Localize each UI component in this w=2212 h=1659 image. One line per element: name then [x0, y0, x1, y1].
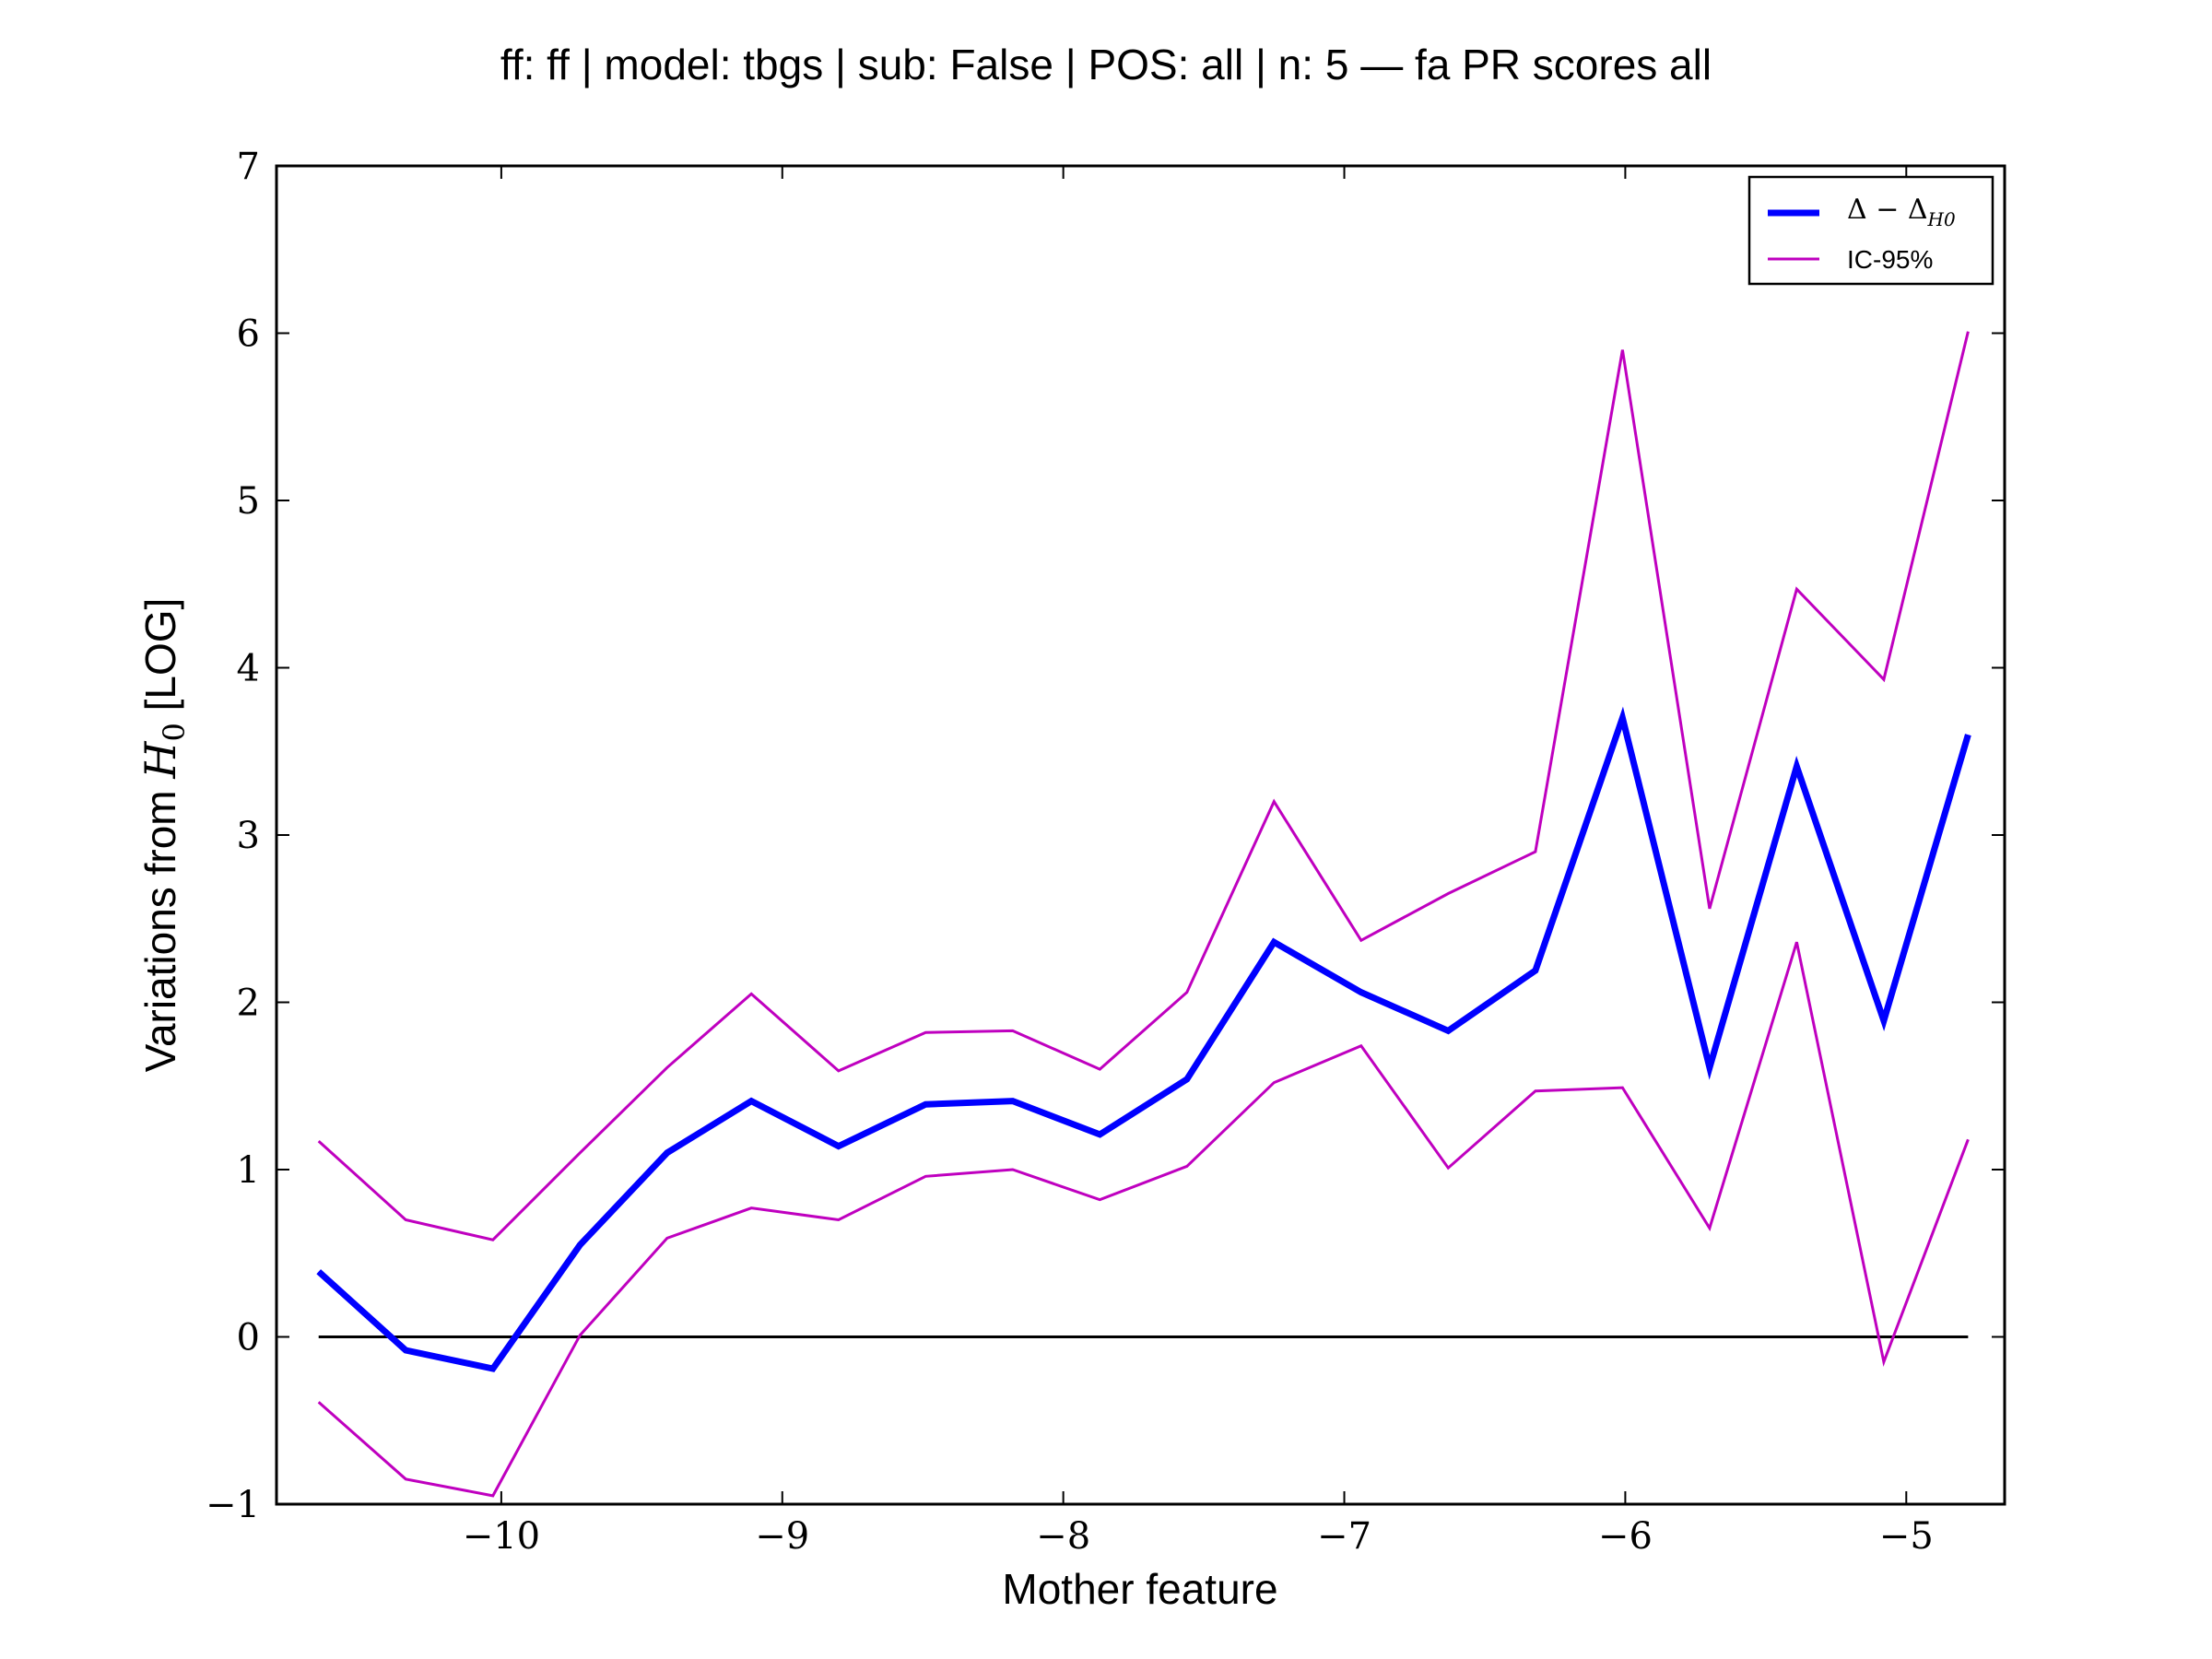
y-tick-label: 7	[237, 146, 260, 188]
y-axis-label-suffix: [LOG]	[136, 598, 184, 723]
y-tick-label: 6	[237, 313, 260, 356]
y-axis-label-subscript: 0	[157, 723, 192, 741]
y-axis-label: Variations from H0 [LOG]	[135, 598, 192, 1073]
series-line-ci-lower	[317, 941, 1970, 1498]
y-tick-label: 4	[237, 648, 260, 690]
series-line-mean	[316, 706, 1971, 1372]
x-axis-label: Mother feature	[1002, 1565, 1277, 1613]
legend-label-ci: IC-95%	[1847, 245, 1933, 274]
legend-label-mean: Δ − ΔH0	[1847, 194, 1956, 230]
y-axis-label-prefix: Variations from	[136, 779, 184, 1073]
y-tick-label: 0	[237, 1317, 260, 1359]
chart-title: ff: ff | model: tbgs | sub: False | POS:…	[500, 41, 1712, 88]
x-tick-label: −10	[463, 1515, 540, 1558]
y-tick-label: −1	[206, 1484, 260, 1526]
y-tick-label: 1	[237, 1149, 260, 1192]
y-tick-label: 5	[237, 480, 260, 523]
x-tick-label: −8	[1036, 1515, 1090, 1558]
x-tick-label: −5	[1879, 1515, 1934, 1558]
y-tick-label: 2	[237, 982, 260, 1025]
legend-label-mean-subscript: H0	[1927, 208, 1956, 230]
x-tick-label: −7	[1317, 1515, 1371, 1558]
y-tick-label: 3	[237, 815, 260, 857]
legend-label-mean-main: Δ − Δ	[1847, 194, 1928, 226]
series-line-ci-upper	[317, 331, 1970, 1241]
legend-box	[1747, 175, 1994, 286]
x-tick-label: −6	[1598, 1515, 1653, 1558]
x-tick-label: −9	[755, 1515, 809, 1558]
legend: Δ − ΔH0 IC-95%	[1747, 175, 1994, 286]
y-axis-label-symbol: H	[135, 741, 185, 780]
